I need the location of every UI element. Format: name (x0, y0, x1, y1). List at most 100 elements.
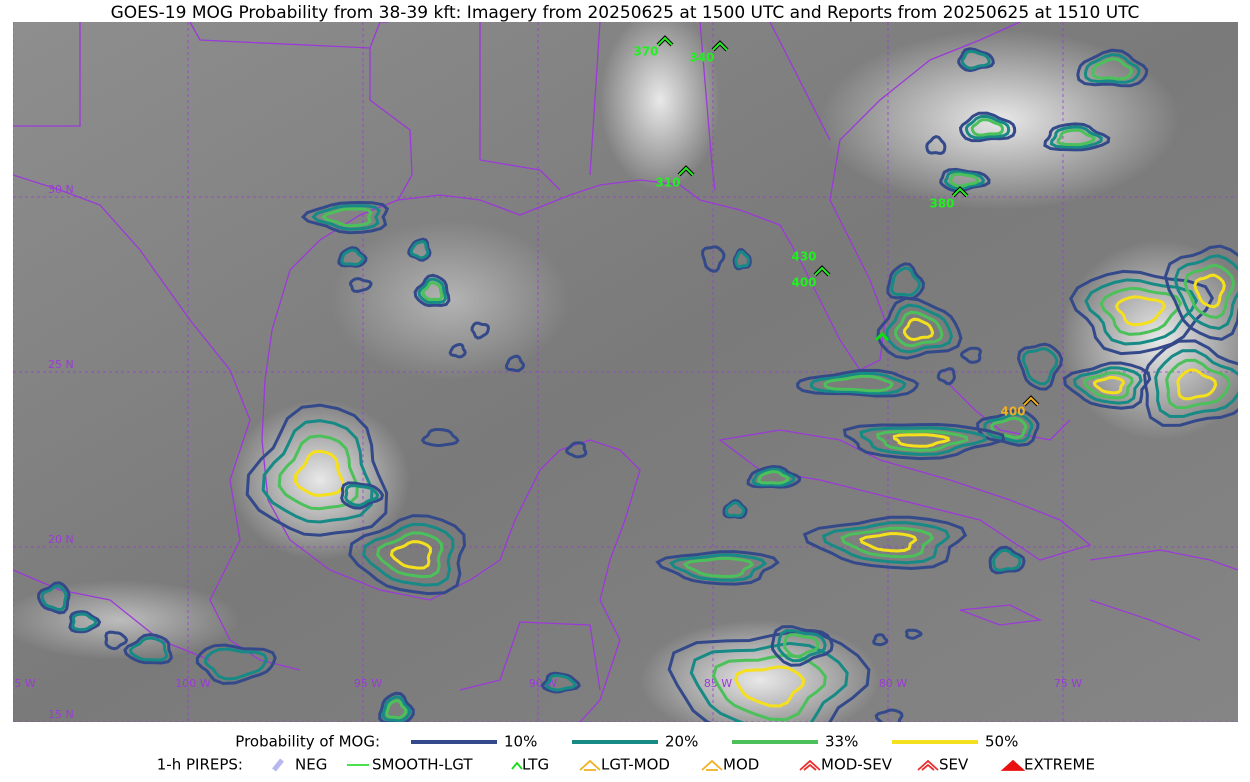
contour (757, 470, 790, 485)
contour (734, 250, 750, 269)
contour (381, 695, 412, 722)
report-icon (657, 36, 673, 46)
contour (470, 321, 491, 340)
contour (321, 207, 373, 228)
contour (104, 630, 129, 651)
contour (874, 708, 904, 722)
contour (809, 371, 907, 395)
contour (421, 281, 444, 302)
legend-label: LTG (522, 756, 549, 774)
contour (1082, 371, 1134, 400)
contour (821, 521, 951, 565)
contour (1056, 128, 1096, 147)
ltg-icon (874, 331, 890, 342)
legend: Probability of MOG: 10% 20% 33% 50% 1-h PIREP… (157, 733, 1095, 774)
contour (311, 204, 381, 231)
contour (1099, 286, 1183, 336)
lat-label: 30 N (48, 183, 74, 196)
contour (1143, 339, 1238, 427)
legend-label: LGT-MOD (601, 756, 670, 774)
lon-label: 80 W (879, 677, 907, 690)
contour (204, 647, 269, 681)
contour (859, 426, 987, 457)
contour (872, 633, 889, 647)
contour (1049, 125, 1103, 149)
legend-label: 50% (985, 733, 1018, 751)
report-icon (712, 41, 728, 51)
report-label: 310 (655, 176, 680, 190)
report-label: 430 (791, 250, 816, 264)
contour (71, 612, 98, 632)
contour (885, 303, 954, 354)
contour (944, 170, 985, 191)
contour (1163, 244, 1238, 341)
contour (300, 200, 390, 235)
contour (1165, 358, 1231, 410)
contour (802, 515, 968, 571)
contour (948, 172, 980, 188)
contour (776, 629, 827, 663)
contour (195, 643, 277, 686)
contour (875, 429, 969, 452)
contour (340, 481, 385, 510)
contour (655, 550, 780, 586)
contour (1176, 368, 1218, 401)
legend-icon (511, 761, 523, 770)
contour (565, 441, 588, 459)
lon-label: 95 W (354, 677, 382, 690)
contour (1173, 254, 1238, 331)
report-icon (1023, 396, 1039, 406)
contour (1154, 349, 1238, 419)
contour (667, 630, 871, 722)
contour (277, 434, 359, 511)
contour (504, 354, 526, 373)
contour (1021, 347, 1059, 386)
legend-label: SEV (939, 756, 969, 774)
contour (348, 514, 467, 596)
contour (413, 273, 451, 308)
contour (128, 636, 169, 662)
contour (734, 665, 806, 708)
title: GOES-19 MOG Probability from 38-39 kft: … (111, 3, 1140, 23)
contour (746, 464, 802, 489)
contour (668, 553, 768, 582)
contour (724, 501, 746, 518)
contour (68, 610, 102, 634)
contour (1193, 273, 1226, 309)
contour (337, 246, 368, 268)
contour (362, 522, 455, 587)
report-label: 380 (929, 197, 954, 211)
contour (1083, 52, 1141, 84)
lon-label: 100 W (175, 677, 210, 690)
contour (1016, 342, 1064, 391)
contour (385, 699, 408, 720)
contour (409, 240, 430, 260)
legend-icon (799, 759, 821, 771)
contour (992, 548, 1022, 572)
legend-title: Probability of MOG: (235, 733, 380, 751)
contour (40, 584, 68, 612)
contour (936, 367, 956, 386)
contour (407, 237, 432, 262)
contour (925, 135, 947, 156)
contour (983, 412, 1034, 444)
contour (840, 526, 935, 559)
contour (988, 545, 1026, 575)
contour (732, 248, 752, 271)
contour (957, 47, 995, 73)
contour (902, 317, 935, 342)
contour (1114, 295, 1167, 327)
lat-label: 20 N (48, 533, 74, 546)
contour (958, 111, 1017, 143)
contour (842, 422, 1006, 461)
legend-label: 20% (665, 733, 698, 751)
lon-label: 75 W (1054, 677, 1082, 690)
contour (939, 167, 991, 193)
contour (1076, 48, 1149, 88)
contour (378, 691, 415, 722)
contour (876, 296, 963, 360)
contour (701, 245, 726, 273)
contour (1092, 376, 1126, 395)
